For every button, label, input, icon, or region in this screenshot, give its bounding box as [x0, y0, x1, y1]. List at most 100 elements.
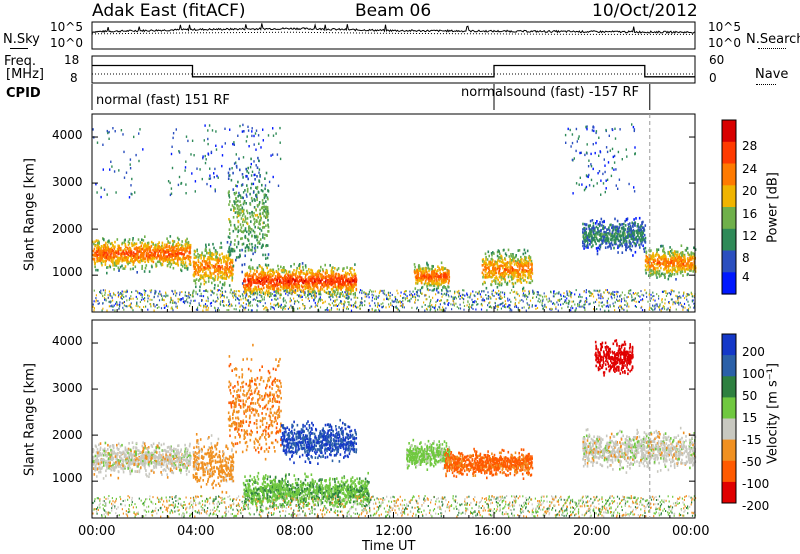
- power-cell: [208, 243, 210, 246]
- power-cell: [623, 222, 625, 226]
- power-cell: [509, 307, 511, 310]
- power-cell: [489, 260, 491, 264]
- power-cell: [516, 278, 518, 282]
- power-cell: [598, 290, 600, 293]
- power-cell: [186, 254, 189, 258]
- power-cell: [471, 304, 473, 307]
- power-cell: [431, 304, 433, 307]
- power-cell: [104, 245, 106, 248]
- power-cell: [244, 254, 246, 258]
- power-cell: [226, 274, 228, 277]
- power-cell: [237, 225, 239, 229]
- power-cell: [554, 293, 556, 296]
- power-cell: [497, 257, 500, 261]
- power-cell: [111, 261, 114, 264]
- power-cell: [282, 276, 285, 280]
- power-cell: [248, 265, 251, 268]
- power-cell: [156, 245, 159, 248]
- power-cell: [330, 308, 332, 311]
- power-cell: [267, 286, 269, 290]
- power-cell: [444, 276, 446, 280]
- power-cell: [214, 263, 217, 267]
- power-cell: [208, 248, 211, 252]
- power-cell: [158, 241, 160, 244]
- power-cell: [236, 212, 239, 215]
- power-cell: [328, 274, 330, 277]
- power-cell: [501, 257, 503, 260]
- power-cell: [165, 258, 167, 261]
- power-cell: [658, 295, 660, 298]
- power-cell: [677, 264, 680, 268]
- power-cell: [229, 270, 232, 273]
- power-cell: [316, 282, 318, 285]
- power-cell: [259, 174, 261, 177]
- power-cell: [593, 236, 595, 240]
- power-cell: [212, 257, 214, 261]
- power-cell: [653, 305, 655, 308]
- power-cell: [266, 244, 269, 247]
- power-cell: [329, 296, 331, 299]
- power-cell: [237, 255, 240, 259]
- power-cell: [250, 220, 252, 223]
- power-cell: [432, 288, 435, 292]
- power-cell: [510, 259, 513, 262]
- power-cell: [262, 233, 264, 236]
- power-cell: [487, 275, 490, 279]
- power-cell: [223, 257, 225, 261]
- power-cell: [667, 250, 669, 254]
- power-cell: [290, 281, 293, 284]
- power-cell: [270, 269, 273, 272]
- power-cell: [232, 248, 235, 251]
- power-cell: [230, 249, 233, 253]
- power-cell: [671, 248, 673, 252]
- power-cell: [650, 269, 653, 272]
- power-cell: [419, 275, 422, 279]
- power-cell: [582, 222, 584, 226]
- power-cell: [248, 242, 251, 246]
- power-cell: [600, 229, 602, 233]
- power-cell: [240, 203, 242, 207]
- power-cell: [423, 273, 426, 276]
- power-cell: [349, 292, 352, 296]
- power-cell: [416, 270, 418, 273]
- power-cell: [318, 297, 321, 301]
- power-cell: [525, 280, 528, 284]
- power-cell: [332, 272, 334, 275]
- power-cell: [350, 286, 353, 289]
- power-cell: [327, 280, 329, 284]
- power-cell: [474, 300, 476, 303]
- power-cell: [524, 261, 526, 265]
- power-cell: [192, 273, 195, 277]
- power-cell: [219, 280, 221, 284]
- x-tick-1: 04:00: [177, 524, 215, 539]
- power-cell: [149, 249, 151, 252]
- power-cell: [238, 290, 241, 293]
- power-cell: [203, 268, 206, 271]
- power-cell: [128, 242, 131, 245]
- power-cell: [616, 290, 618, 293]
- power-cell: [103, 251, 106, 255]
- power-cell: [352, 279, 354, 282]
- power-cell: [247, 177, 249, 181]
- power-cell: [667, 266, 670, 269]
- power-cell: [192, 295, 194, 298]
- power-cell: [490, 263, 492, 267]
- power-cell: [484, 252, 487, 256]
- power-cell: [633, 230, 636, 233]
- power-cell: [233, 308, 235, 311]
- power-cell: [250, 282, 253, 285]
- power-cell: [172, 260, 175, 263]
- power-cell: [526, 262, 528, 265]
- power-cell: [442, 274, 445, 277]
- power-cell: [254, 285, 256, 289]
- power-cell: [690, 256, 693, 259]
- power-cell: [585, 246, 587, 249]
- power-cell: [198, 254, 201, 257]
- power-cell: [651, 257, 653, 261]
- power-cell: [354, 291, 356, 295]
- power-cell: [617, 237, 619, 241]
- power-cell: [439, 275, 441, 278]
- power-cell: [519, 275, 521, 279]
- power-cell: [131, 260, 134, 264]
- power-cell: [419, 290, 421, 292]
